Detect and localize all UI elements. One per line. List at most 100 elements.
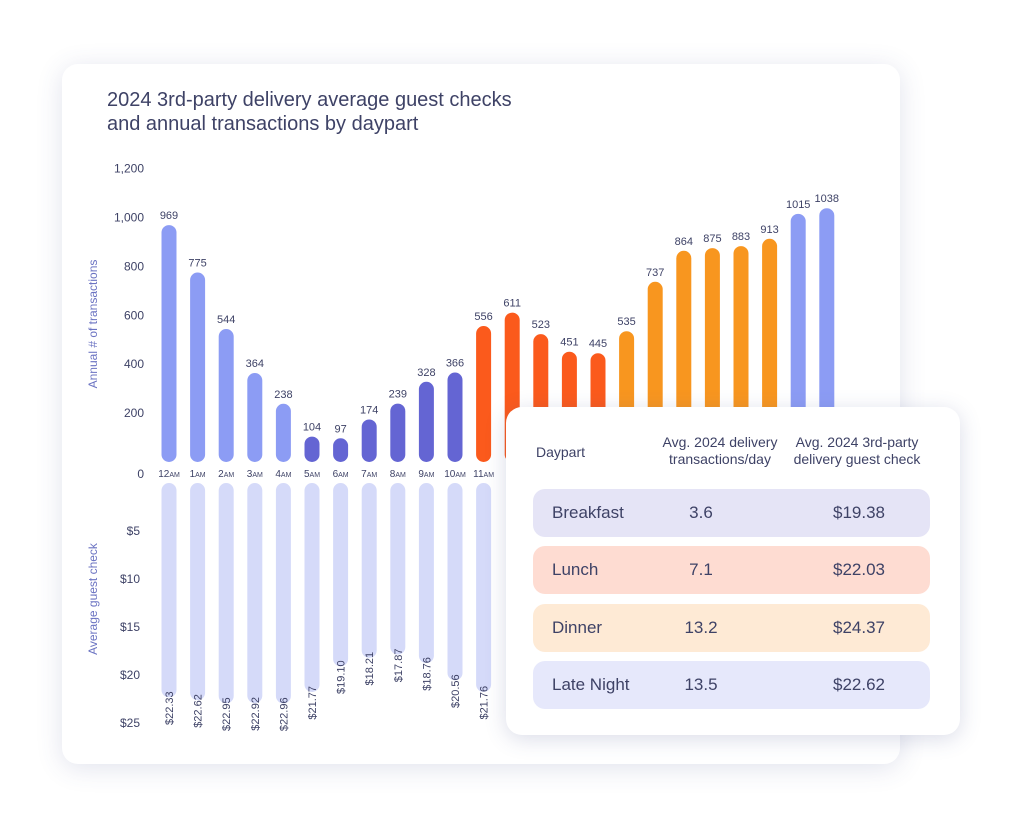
guest-check-value-label: $19.10 (336, 660, 348, 694)
transaction-bar (790, 213, 806, 462)
y-tick-label-guest-check: $5 (127, 524, 141, 538)
transaction-bar (762, 238, 778, 462)
x-tick-label: 12AM (158, 469, 180, 480)
row-transactions: 13.2 (684, 618, 718, 637)
x-tick-label: 6AM (333, 469, 349, 480)
guest-check-bar (447, 483, 463, 681)
transaction-bar (275, 403, 291, 462)
y-tick-label: 1,200 (114, 162, 144, 176)
table-row-late-night: Late Night 13.5 $22.62 (533, 661, 930, 709)
transaction-value-label: 864 (675, 236, 693, 248)
x-tick-label: 10AM (444, 469, 466, 480)
transaction-bar (447, 372, 463, 462)
table-row-dinner: Dinner 13.2 $24.37 (533, 604, 930, 652)
guest-check-value-label: $17.87 (393, 649, 405, 683)
x-tick-label: 3AM (247, 469, 263, 480)
guest-check-bar (218, 483, 234, 704)
x-tick-label: 11AM (473, 469, 494, 480)
guest-check-bar (161, 483, 177, 698)
transaction-value-label: 535 (617, 316, 635, 328)
guest-check-bar (190, 483, 206, 701)
guest-check-value-label: $22.95 (221, 697, 233, 731)
y-tick-label: 1,000 (114, 211, 144, 225)
y-tick-label: 800 (124, 259, 144, 273)
transaction-bar (361, 419, 377, 462)
row-daypart: Late Night (552, 675, 630, 694)
row-guest-check: $19.38 (833, 503, 885, 522)
y-axis-label-guest-check: Average guest check (86, 542, 100, 655)
guest-check-value-label: $22.62 (193, 694, 205, 728)
daypart-summary-table: Daypart Avg. 2024 delivery transactions/… (506, 407, 960, 735)
row-daypart: Breakfast (552, 503, 624, 522)
transaction-bar (247, 373, 263, 462)
y-tick-label-guest-check: $25 (120, 716, 140, 730)
transaction-value-label: 611 (503, 298, 521, 310)
x-tick-label: 4AM (275, 469, 291, 480)
row-guest-check: $22.62 (833, 675, 885, 694)
guest-check-value-label: $22.33 (164, 691, 176, 725)
transaction-value-label: 883 (732, 231, 750, 243)
y-tick-label: 0 (137, 467, 144, 481)
transaction-bar (304, 436, 320, 462)
transaction-value-label: 174 (360, 404, 378, 416)
guest-check-value-label: $18.21 (364, 652, 376, 686)
header-transactions-line-2: transactions/day (669, 451, 771, 467)
transaction-bar (161, 225, 177, 462)
y-tick-label: 600 (124, 308, 144, 322)
y-tick-label: 200 (124, 406, 144, 420)
row-guest-check: $22.03 (833, 560, 885, 579)
table-row-breakfast: Breakfast 3.6 $19.38 (533, 489, 930, 537)
y-tick-label-guest-check: $20 (120, 668, 140, 682)
row-daypart: Dinner (552, 618, 603, 637)
chart-title-line-1: 2024 3rd-party delivery average guest ch… (107, 89, 512, 111)
y-tick-label-guest-check: $10 (120, 572, 140, 586)
transaction-value-label: 544 (217, 314, 235, 326)
chart-title-line-2: and annual transactions by daypart (107, 113, 419, 135)
y-tick-label-guest-check: $15 (120, 620, 140, 634)
transaction-value-label: 239 (389, 389, 407, 401)
transaction-value-label: 556 (474, 311, 492, 323)
guest-check-value-label: $21.77 (307, 686, 319, 720)
transaction-bar (476, 326, 492, 462)
transaction-bar (190, 272, 206, 462)
guest-check-bar (333, 483, 349, 667)
transaction-value-label: 969 (160, 210, 178, 222)
transaction-bar (819, 208, 835, 462)
x-tick-label: 7AM (361, 469, 377, 480)
transaction-value-label: 366 (446, 358, 464, 370)
transaction-value-label: 328 (417, 367, 435, 379)
header-transactions-per-day: Avg. 2024 delivery transactions/day (630, 434, 810, 468)
chart-title: 2024 3rd-party delivery average guest ch… (107, 88, 627, 136)
row-daypart: Lunch (552, 560, 599, 579)
guest-check-value-label: $21.76 (479, 686, 491, 720)
guest-check-bar (361, 483, 377, 658)
guest-check-value-label: $20.56 (450, 674, 462, 708)
transaction-value-label: 523 (532, 319, 550, 331)
row-transactions: 13.5 (684, 675, 718, 694)
guest-check-bar (247, 483, 263, 704)
row-transactions: 7.1 (689, 560, 713, 579)
header-guest-check-line-2: delivery guest check (793, 451, 921, 467)
transaction-value-label: 451 (560, 337, 578, 349)
transaction-value-label: 913 (760, 224, 778, 236)
transaction-bar (333, 438, 349, 462)
transaction-value-label: 238 (274, 389, 292, 401)
transaction-value-label: 1038 (815, 193, 839, 205)
x-tick-label: 2AM (218, 469, 234, 480)
transaction-value-label: 775 (188, 258, 206, 270)
transaction-bar (218, 328, 234, 462)
guest-check-bar (390, 483, 406, 655)
guest-check-bar (418, 483, 434, 664)
transaction-value-label: 445 (589, 338, 607, 350)
transaction-value-label: 104 (303, 422, 321, 434)
y-axis-label-transactions: Annual # of transactions (86, 260, 100, 389)
guest-check-value-label: $22.96 (278, 697, 290, 731)
guest-check-value-label: $22.92 (250, 697, 262, 731)
transaction-bar (390, 403, 406, 462)
transaction-value-label: 97 (334, 423, 346, 435)
y-tick-label: 400 (124, 357, 144, 371)
guest-check-bar (304, 483, 320, 692)
header-guest-check-line-1: Avg. 2024 3rd-party (795, 434, 919, 450)
header-daypart: Daypart (536, 444, 586, 460)
header-guest-check: Avg. 2024 3rd-party delivery guest check (772, 434, 942, 468)
